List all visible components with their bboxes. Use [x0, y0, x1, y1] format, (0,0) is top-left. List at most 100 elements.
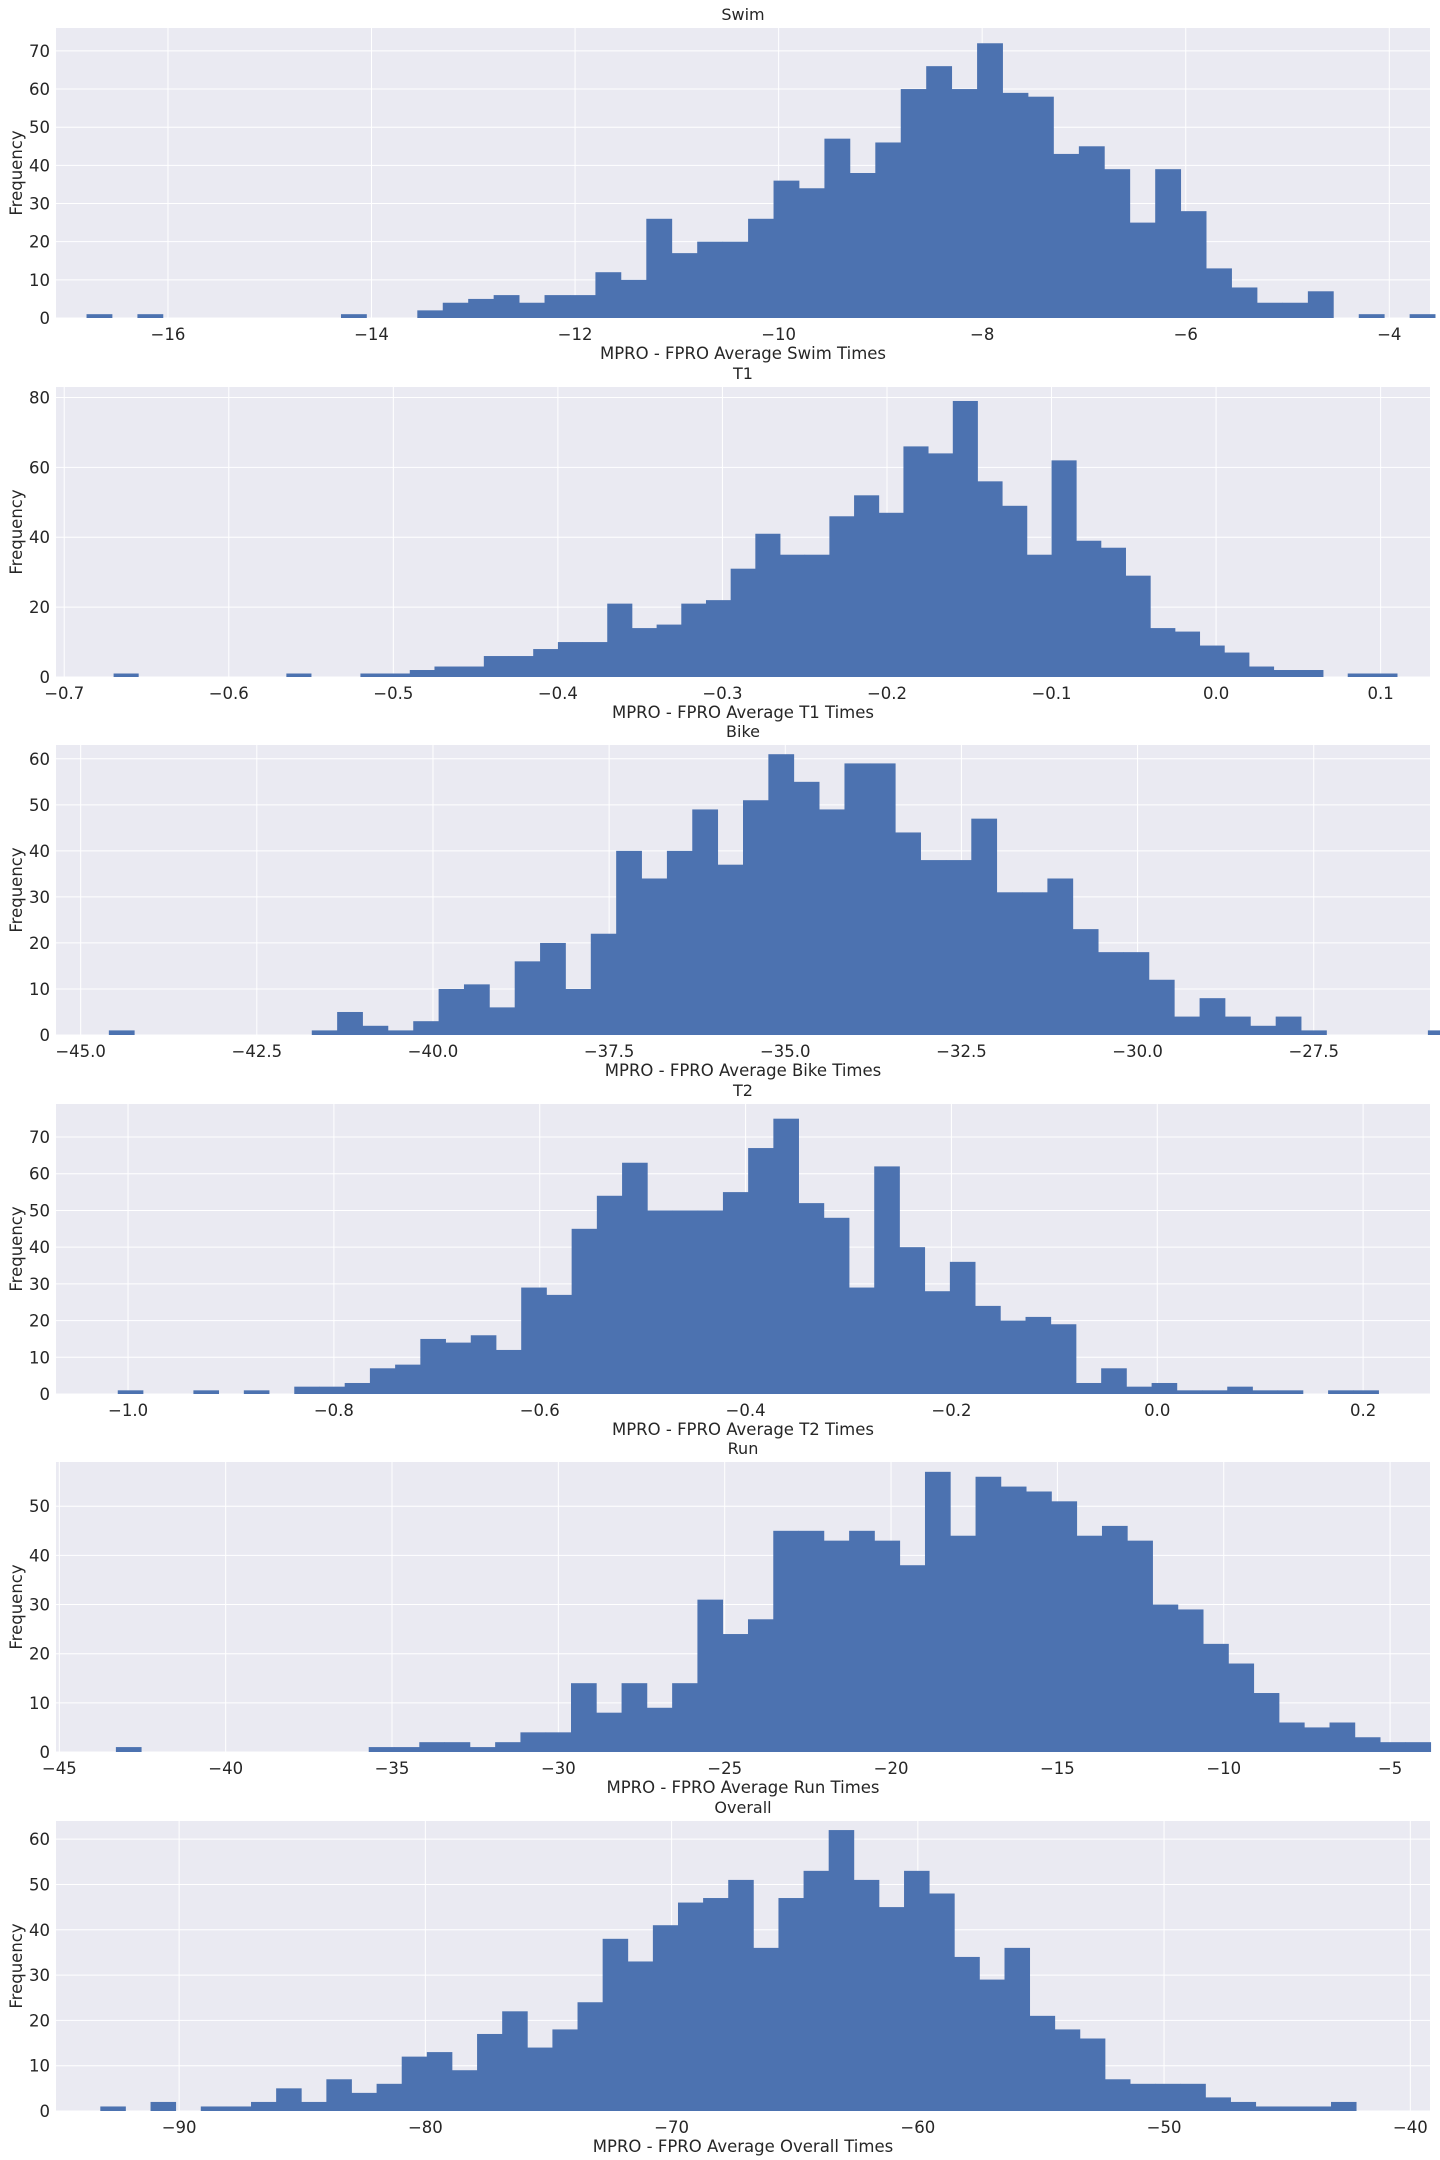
histogram-bar	[1000, 1486, 1027, 1752]
x-tick-label: −0.8	[314, 1401, 354, 1420]
histogram-bar	[1101, 1368, 1127, 1394]
histogram-bar	[722, 1192, 749, 1394]
histogram-bar	[979, 1979, 1005, 2111]
histogram-bar	[1174, 631, 1201, 677]
x-axis-label: MPRO - FPRO Average T2 Times	[612, 1420, 874, 1439]
histogram-bar	[337, 1011, 363, 1035]
histogram-bar	[793, 781, 820, 1035]
histogram-bar	[631, 628, 658, 677]
histogram-bar	[854, 495, 880, 677]
y-tick-label: 20	[29, 2011, 50, 2030]
subplot-t2: −1.0 −0.8 −0.6 −0.4 −0.2 0.0 0.2 0 10 20 30 40 50 60 7…	[7, 1081, 1430, 1439]
x-tick-label: −0.5	[373, 684, 413, 703]
histogram-bar	[730, 568, 756, 677]
histogram-bar	[1228, 1663, 1255, 1752]
histogram-bar	[1155, 2083, 1181, 2111]
histogram-bar	[1353, 1390, 1379, 1394]
histogram-bar	[100, 2106, 126, 2111]
x-tick-label: −35.0	[760, 1042, 811, 1061]
histogram-bar	[463, 984, 490, 1035]
histogram-bar	[301, 2101, 327, 2111]
histogram-bar	[477, 2033, 503, 2111]
x-tick-label: −40	[208, 1759, 243, 1778]
histogram-bar	[773, 1118, 799, 1394]
x-tick-label: −12	[558, 325, 593, 344]
histogram-bar	[1098, 952, 1124, 1035]
histogram-bar	[975, 1305, 1001, 1394]
histogram-bar	[426, 2052, 453, 2111]
histogram-bar	[117, 1390, 144, 1394]
histogram-bar	[849, 173, 876, 318]
histogram-bar	[844, 763, 871, 1035]
histogram-bar	[569, 295, 596, 318]
histogram-bar	[920, 860, 947, 1035]
histogram-bar	[773, 1530, 799, 1752]
x-tick-label: −0.2	[867, 684, 907, 703]
histogram-bar	[137, 314, 164, 318]
histogram-bar	[748, 1148, 774, 1394]
histogram-bar	[1372, 673, 1398, 677]
histogram-bar	[150, 2101, 177, 2111]
histogram-bar	[401, 2056, 428, 2111]
histogram-bar	[1255, 2106, 1282, 2111]
x-tick-label: −0.1	[1031, 684, 1071, 703]
x-tick-label: −20	[874, 1759, 909, 1778]
histogram-bar	[1126, 1386, 1152, 1394]
x-tick-label: −30	[541, 1759, 576, 1778]
histogram-bar	[949, 1261, 976, 1394]
histogram-bar	[1199, 645, 1225, 677]
x-tick-label: 0.0	[1144, 1401, 1170, 1420]
y-axis-label: Frequency	[7, 847, 26, 932]
histogram-bar	[1380, 1742, 1406, 1752]
histogram-bar	[521, 1287, 547, 1394]
y-tick-label: 40	[29, 1238, 50, 1257]
histogram-bar	[728, 1879, 754, 2111]
histogram-bar	[1000, 1320, 1026, 1394]
y-axis-label: Frequency	[7, 1923, 26, 2008]
y-axis-label: Frequency	[7, 1564, 26, 1649]
histogram-bar	[828, 1830, 855, 2111]
y-tick-label: 60	[29, 458, 50, 477]
histogram-bar	[469, 1747, 496, 1752]
histogram-bar	[616, 850, 642, 1035]
histogram-bar	[928, 453, 954, 677]
y-tick-label: 40	[29, 156, 50, 175]
histogram-bar	[1177, 1609, 1204, 1752]
y-tick-label: 10	[29, 271, 50, 290]
y-tick-label: 30	[29, 1966, 50, 1985]
histogram-bar	[672, 1683, 698, 1752]
y-tick-label: 0	[40, 309, 51, 328]
histogram-bar	[193, 1390, 220, 1394]
histogram-bar	[115, 1747, 142, 1752]
histogram-bar	[703, 1898, 729, 2111]
subplot-run: −45 −40 −35 −30 −25 −20 −15 −10 −5 0 10 20 30 40 50 Run…	[7, 1439, 1432, 1797]
histogram-bar	[1002, 92, 1029, 318]
x-tick-label: −0.2	[931, 1401, 971, 1420]
histogram-bar	[748, 218, 774, 318]
histogram-bar	[1280, 2106, 1307, 2111]
histogram-bar	[1256, 302, 1283, 318]
histogram-bar	[520, 1732, 547, 1752]
histogram-bar	[671, 253, 698, 318]
histogram-bar	[483, 656, 509, 677]
y-tick-label: 60	[29, 1830, 50, 1849]
histogram-bar	[1227, 1386, 1253, 1394]
histogram-bar	[395, 1364, 421, 1394]
histogram-bar	[434, 666, 460, 677]
x-axis-label: MPRO - FPRO Average T1 Times	[612, 703, 874, 722]
x-tick-label: −14	[354, 325, 389, 344]
histogram-bar	[420, 1338, 446, 1394]
histogram-bar	[571, 1683, 597, 1752]
histogram-bar	[1051, 1501, 1078, 1752]
y-tick-label: 10	[29, 1694, 50, 1713]
histogram-bar	[804, 554, 830, 677]
histogram-bar	[1329, 1722, 1356, 1752]
y-tick-label: 10	[29, 980, 50, 999]
histogram-bar	[1224, 1016, 1251, 1035]
chart-title: Bike	[726, 722, 760, 741]
y-axis-label: Frequency	[7, 130, 26, 215]
histogram-bar	[975, 1476, 1002, 1752]
y-axis-label: Frequency	[7, 1206, 26, 1291]
histogram-bar	[656, 624, 682, 677]
